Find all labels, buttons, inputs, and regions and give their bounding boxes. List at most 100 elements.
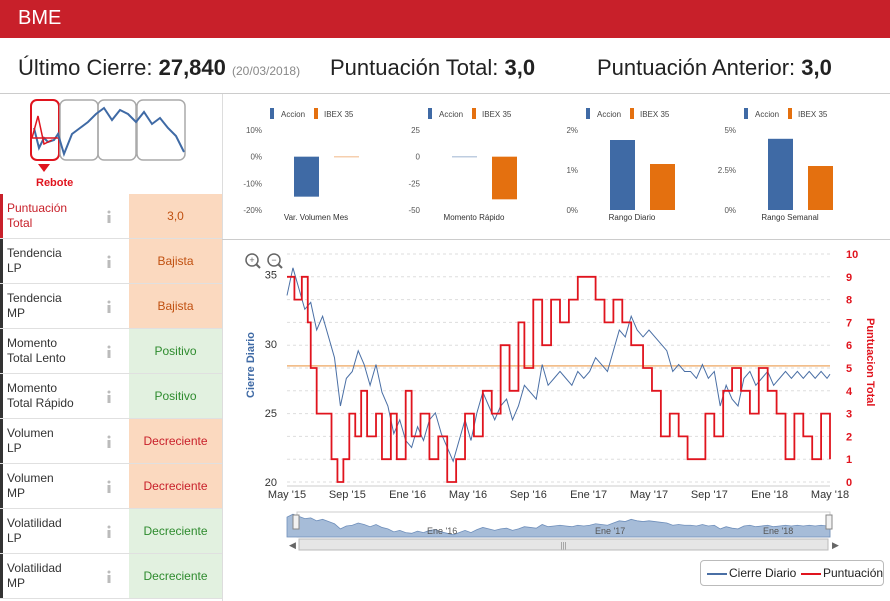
bar-chart: Accion IBEX 35 10% 0% -10% -20% Var. Volumen M… — [243, 108, 359, 222]
indicator-value: Decreciente — [129, 554, 222, 598]
previous-score-value: 3,0 — [801, 55, 832, 80]
left-tick-label: 35 — [265, 270, 277, 282]
bar-chart: Accion IBEX 35 25 0 -25 -50 Momento Rápido — [408, 108, 517, 222]
last-close-value: 27,840 — [158, 55, 226, 80]
close-legend-line — [707, 573, 727, 575]
legend-swatch-ibex — [788, 108, 792, 119]
left-tick-label: 20 — [265, 477, 277, 489]
indicator-value: 3,0 — [129, 194, 222, 238]
last-close: Último Cierre: 27,840 (20/03/2018) — [18, 55, 300, 81]
indicator-label: Momento Total Lento — [0, 329, 128, 373]
y-tick-label: 25 — [411, 126, 420, 135]
right-axis-title: Puntuacion Total — [864, 318, 876, 406]
rebote-pattern-icon: Rebote — [30, 99, 186, 189]
score-legend-line — [801, 573, 821, 575]
price-score-chart: 0 1 2 3 4 5 6 7 8 9 10 20 25 30 35 Cierre Diario Puntuac… — [230, 242, 880, 565]
x-tick-label: Ene '17 — [570, 489, 607, 501]
info-icon[interactable] — [104, 569, 114, 583]
scroll-left-arrow[interactable]: ◀ — [289, 540, 296, 550]
info-icon[interactable] — [104, 209, 114, 223]
bar-charts-svg: Accion IBEX 35 10% 0% -10% -20% Var. Volumen M… — [243, 108, 833, 222]
bar-0 — [294, 156, 319, 197]
legend-swatch-accion — [744, 108, 748, 119]
right-tick-label: 4 — [846, 386, 853, 398]
indicator-value: Decreciente — [129, 419, 222, 463]
bar-chart-title: Momento Rápido — [444, 213, 505, 222]
navigator-scrollbar[interactable] — [298, 538, 829, 551]
column-divider — [222, 94, 223, 601]
indicator-row: Volatilidad MP Decreciente — [0, 554, 222, 599]
left-axis-title: Cierre Diario — [245, 332, 257, 398]
indicator-row: Volumen MP Decreciente — [0, 464, 222, 509]
info-icon[interactable] — [104, 299, 114, 313]
zoom-in-handle — [255, 263, 261, 269]
legend-label-accion: Accion — [281, 110, 305, 119]
indicator-value: Decreciente — [129, 464, 222, 508]
bar-0 — [452, 156, 477, 158]
app-title: BME — [18, 7, 62, 29]
info-icon[interactable] — [104, 389, 114, 403]
navigator-handle-left[interactable] — [292, 514, 300, 530]
indicator-label: Puntuación Total — [0, 194, 128, 238]
y-tick-label: 0% — [566, 206, 578, 215]
y-tick-label: 0% — [250, 153, 262, 162]
indicator-value: Positivo — [129, 329, 222, 373]
previous-score-label: Puntuación Anterior: — [597, 55, 796, 80]
indicator-row: Momento Total Rápido Positivo — [0, 374, 222, 419]
legend-close[interactable]: Cierre Diario — [729, 566, 797, 580]
x-tick-label: Ene '16 — [389, 489, 426, 501]
x-tick-label: Sep '15 — [329, 489, 366, 501]
y-tick-label: 2% — [566, 126, 578, 135]
legend-label-ibex: IBEX 35 — [482, 110, 512, 119]
bar-chart: Accion IBEX 35 2% 1% 0% Rango Diario — [566, 108, 675, 222]
bar-1 — [492, 156, 517, 200]
info-icon[interactable] — [104, 434, 114, 448]
bar-1 — [650, 164, 675, 210]
last-close-date: (20/03/2018) — [232, 64, 301, 78]
legend-label-ibex: IBEX 35 — [640, 110, 670, 119]
indicator-row: Momento Total Lento Positivo — [0, 329, 222, 374]
legend-label-ibex: IBEX 35 — [798, 110, 828, 119]
info-icon[interactable] — [104, 479, 114, 493]
legend-score[interactable]: Puntuación — [823, 566, 884, 580]
legend-swatch-ibex — [314, 108, 318, 119]
y-tick-label: 0% — [724, 206, 736, 215]
y-tick-label: 10% — [246, 126, 262, 135]
legend-label-accion: Accion — [597, 110, 621, 119]
navigator-label: Ene '18 — [763, 526, 793, 536]
bar-chart-title: Var. Volumen Mes — [284, 213, 348, 222]
y-tick-label: 5% — [724, 126, 736, 135]
info-icon[interactable] — [104, 524, 114, 538]
right-tick-label: 10 — [846, 249, 858, 261]
legend-label-accion: Accion — [439, 110, 463, 119]
right-tick-label: 8 — [846, 295, 852, 307]
series-puntuacion — [287, 275, 831, 483]
right-tick-label: 0 — [846, 477, 852, 489]
navigator-handle-right[interactable] — [825, 514, 833, 530]
indicator-row: Tendencia LP Bajista — [0, 239, 222, 284]
scroll-right-arrow[interactable]: ▶ — [832, 540, 839, 550]
indicator-label: Volatilidad MP — [0, 554, 128, 598]
pattern-label: Rebote — [36, 177, 73, 189]
right-tick-label: 7 — [846, 317, 852, 329]
zoom-in-lens — [245, 253, 259, 267]
indicator-label: Volumen LP — [0, 419, 128, 463]
pattern-thumbnail[interactable]: Rebote — [0, 94, 222, 194]
bar-chart-title: Rango Semanal — [761, 213, 819, 222]
legend-label-accion: Accion — [755, 110, 779, 119]
legend-swatch-accion — [428, 108, 432, 119]
right-tick-label: 2 — [846, 431, 852, 443]
indicator-row: Volumen LP Decreciente — [0, 419, 222, 464]
x-tick-label: Sep '16 — [510, 489, 547, 501]
y-tick-label: 0 — [416, 153, 421, 162]
section-divider — [222, 239, 890, 240]
info-icon[interactable] — [104, 254, 114, 268]
zoom-in-icon[interactable]: + — [245, 253, 261, 269]
x-tick-label: May '16 — [449, 489, 487, 501]
zoom-out-icon[interactable]: − — [267, 253, 283, 269]
total-score-label: Puntuación Total: — [330, 55, 499, 80]
zoom-out-lens — [267, 253, 281, 267]
app-header: BME — [0, 0, 890, 38]
info-icon[interactable] — [104, 344, 114, 358]
bar-1 — [808, 166, 833, 210]
